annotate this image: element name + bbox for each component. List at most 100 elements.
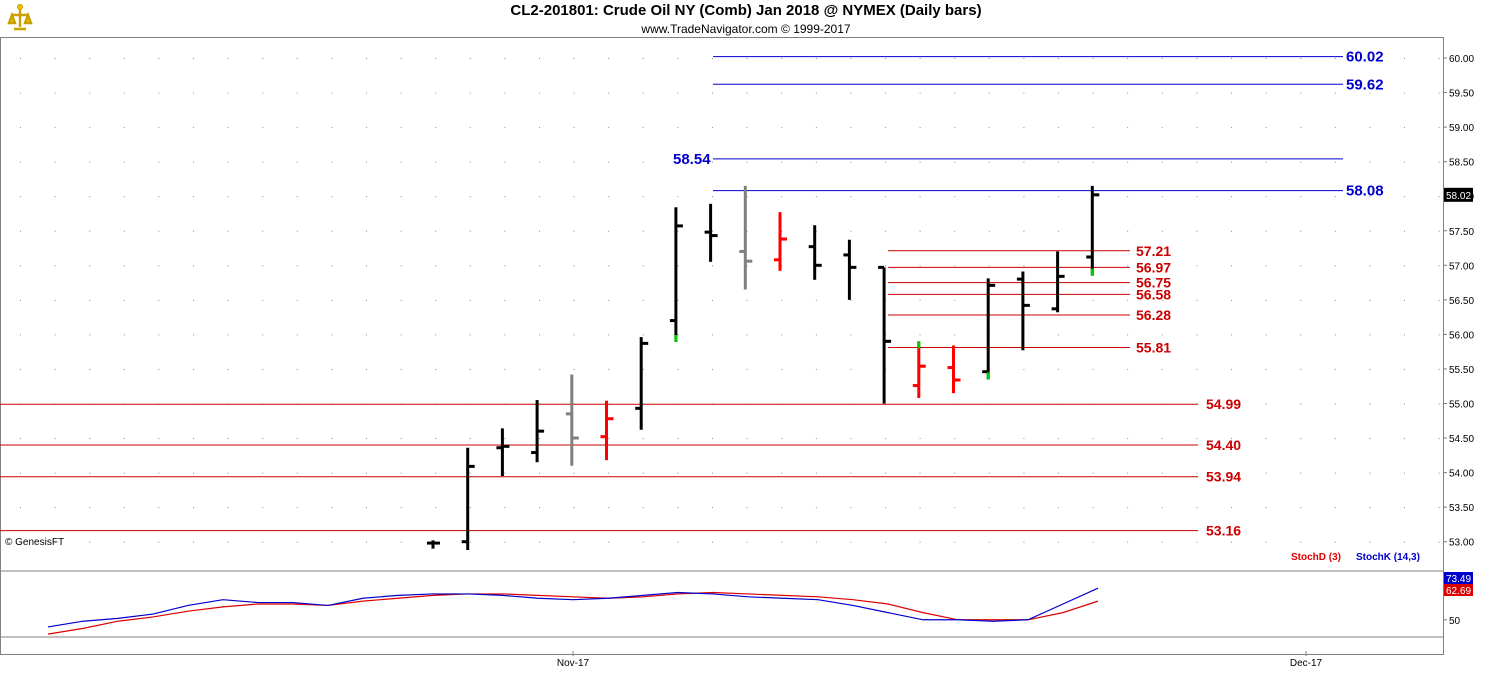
- grid-dot: [296, 368, 298, 370]
- grid-dot: [781, 196, 783, 198]
- grid-dot: [20, 92, 21, 94]
- grid-dot: [885, 196, 886, 198]
- copyright-label: © GenesisFT: [5, 537, 65, 548]
- grid-dot: [469, 58, 471, 59]
- grid-dot: [400, 507, 402, 509]
- grid-dot: [1058, 368, 1059, 370]
- grid-dot: [1023, 58, 1025, 59]
- grid-dot: [54, 161, 56, 163]
- grid-dot: [1438, 265, 1440, 267]
- y-tick-label: 53.50: [1449, 503, 1474, 514]
- grid-dot: [954, 265, 956, 267]
- grid-dot: [400, 196, 402, 198]
- grid-dot: [1161, 334, 1163, 336]
- grid-dot: [366, 438, 367, 440]
- grid-dot: [608, 127, 610, 129]
- grid-dot: [331, 472, 333, 474]
- grid-dot: [1058, 127, 1059, 129]
- grid-dot: [158, 334, 160, 336]
- grid-dot: [331, 541, 333, 543]
- last-price-box: [1444, 187, 1473, 202]
- y-tick-label: 57.00: [1449, 261, 1474, 272]
- grid-dot: [504, 541, 506, 543]
- grid-dot: [815, 334, 817, 336]
- grid-dot: [123, 507, 125, 509]
- grid-dot: [573, 334, 575, 336]
- grid-dot: [573, 507, 575, 509]
- grid-dot: [1438, 127, 1440, 129]
- grid-dot: [469, 438, 471, 440]
- grid-dot: [400, 265, 402, 267]
- grid-dot: [539, 196, 540, 198]
- grid-dot: [781, 58, 783, 59]
- grid-dot: [296, 230, 298, 232]
- grid-dot: [1300, 507, 1302, 509]
- grid-dot: [608, 507, 610, 509]
- grid-dot: [1196, 127, 1198, 129]
- grid-dot: [366, 507, 367, 509]
- grid-dot: [608, 368, 610, 370]
- grid-dot: [89, 299, 91, 301]
- grid-dot: [1058, 161, 1059, 163]
- grid-dot: [193, 92, 194, 94]
- grid-dot: [1127, 127, 1129, 129]
- grid-dot: [1231, 472, 1232, 474]
- grid-dot: [1231, 265, 1232, 267]
- grid-dot: [366, 196, 367, 198]
- grid-dot: [469, 92, 471, 94]
- grid-dot: [1404, 334, 1405, 336]
- grid-dot: [1092, 58, 1094, 59]
- y-tick-label: 53.00: [1449, 538, 1474, 549]
- grid-dot: [746, 196, 748, 198]
- stochk-legend: StochK (14,3): [1356, 552, 1420, 563]
- grid-dot: [504, 58, 506, 59]
- grid-dot: [1438, 541, 1440, 543]
- grid-dot: [1265, 58, 1267, 59]
- grid-dot: [469, 334, 471, 336]
- grid-dot: [677, 265, 679, 267]
- grid-dot: [1265, 472, 1267, 474]
- grid-dot: [504, 161, 506, 163]
- grid-dot: [988, 438, 990, 440]
- grid-dot: [1265, 127, 1267, 129]
- grid-dot: [366, 334, 367, 336]
- grid-dot: [1023, 230, 1025, 232]
- grid-dot: [642, 299, 644, 301]
- grid-dot: [20, 161, 21, 163]
- grid-dot: [1438, 196, 1440, 198]
- grid-dot: [642, 230, 644, 232]
- resistance-label: 60.02: [1346, 49, 1384, 66]
- grid-dot: [400, 161, 402, 163]
- grid-dot: [1300, 299, 1302, 301]
- grid-dot: [366, 230, 367, 232]
- grid-dot: [712, 507, 713, 509]
- grid-dot: [158, 541, 160, 543]
- grid-dot: [1334, 92, 1336, 94]
- grid-dot: [1092, 438, 1094, 440]
- grid-dot: [781, 299, 783, 301]
- grid-dot: [296, 507, 298, 509]
- grid-dot: [1369, 92, 1371, 94]
- grid-dot: [89, 472, 91, 474]
- grid-dot: [1127, 541, 1129, 543]
- grid-dot: [539, 472, 540, 474]
- grid-dot: [1058, 438, 1059, 440]
- grid-dot: [1058, 92, 1059, 94]
- grid-dot: [123, 58, 125, 59]
- grid-dot: [954, 438, 956, 440]
- grid-dot: [1438, 507, 1440, 509]
- grid-dot: [608, 438, 610, 440]
- grid-dot: [1404, 507, 1405, 509]
- grid-dot: [885, 230, 886, 232]
- grid-dot: [123, 196, 125, 198]
- support-label: 57.21: [1136, 243, 1171, 259]
- grid-dot: [469, 472, 471, 474]
- grid-dot: [504, 127, 506, 129]
- grid-dot: [608, 196, 610, 198]
- grid-dot: [158, 507, 160, 509]
- grid-dot: [954, 92, 956, 94]
- support-label: 56.97: [1136, 259, 1171, 275]
- grid-dot: [1023, 438, 1025, 440]
- grid-dot: [1265, 334, 1267, 336]
